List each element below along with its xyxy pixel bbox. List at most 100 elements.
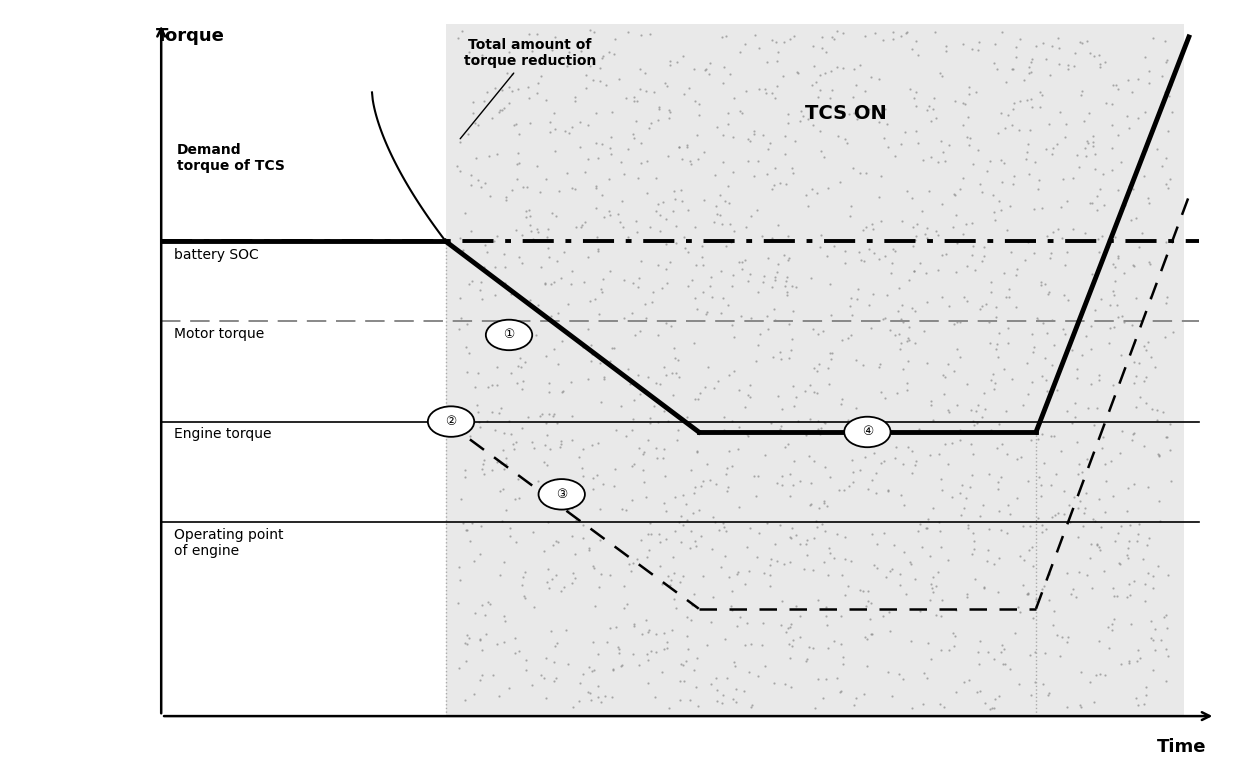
Point: [663, 567, 683, 579]
Point: [1158, 569, 1178, 581]
Point: [582, 355, 601, 367]
Point: [516, 211, 536, 223]
Point: [1099, 336, 1118, 349]
Circle shape: [538, 479, 585, 510]
Point: [629, 659, 649, 671]
Point: [890, 30, 910, 42]
Point: [676, 655, 696, 668]
Point: [1038, 689, 1058, 701]
Point: [684, 336, 704, 349]
Point: [714, 521, 734, 533]
Point: [711, 306, 730, 319]
Point: [507, 157, 527, 169]
Point: [861, 321, 880, 333]
Point: [1128, 644, 1148, 656]
Point: [779, 253, 799, 265]
Point: [944, 188, 963, 200]
Point: [604, 664, 624, 676]
Point: [821, 353, 841, 365]
Point: [831, 638, 851, 651]
Point: [651, 377, 671, 390]
Point: [1018, 388, 1038, 400]
Point: [677, 631, 697, 643]
Point: [714, 410, 734, 423]
Point: [1054, 507, 1074, 520]
Point: [1025, 676, 1045, 688]
Point: [1065, 490, 1085, 503]
Point: [650, 209, 670, 222]
Point: [921, 115, 941, 127]
Point: [988, 326, 1008, 339]
Point: [975, 249, 994, 262]
Point: [1054, 323, 1074, 336]
Point: [930, 524, 950, 537]
Point: [605, 463, 625, 475]
Point: [496, 452, 516, 464]
Point: [1101, 455, 1121, 467]
Point: [1073, 37, 1092, 49]
Point: [657, 79, 677, 92]
Point: [601, 131, 621, 143]
Point: [786, 601, 806, 613]
Point: [853, 255, 873, 267]
Point: [745, 490, 765, 502]
Point: [520, 92, 539, 104]
Point: [906, 230, 926, 243]
Point: [554, 581, 574, 594]
Point: [765, 162, 785, 174]
Point: [637, 648, 657, 660]
Point: [666, 367, 686, 380]
Point: [765, 271, 785, 283]
Point: [954, 228, 973, 240]
Point: [849, 464, 869, 476]
Point: [931, 70, 951, 82]
Point: [1079, 137, 1099, 149]
Point: [713, 292, 733, 304]
Point: [503, 437, 523, 450]
Point: [742, 312, 761, 324]
Point: [512, 383, 532, 395]
Point: [1047, 383, 1066, 396]
Text: ④: ④: [862, 426, 873, 438]
Point: [534, 456, 554, 468]
Point: [919, 100, 939, 112]
Point: [801, 273, 821, 285]
Point: [688, 393, 708, 405]
Point: [1109, 252, 1128, 264]
Point: [1075, 142, 1095, 154]
Point: [890, 568, 910, 581]
Point: [1136, 370, 1156, 383]
Point: [775, 149, 795, 161]
Point: [1154, 85, 1174, 98]
Point: [827, 671, 847, 684]
Point: [1120, 535, 1140, 547]
Point: [459, 46, 479, 59]
Point: [474, 458, 494, 470]
Point: [928, 156, 947, 169]
Point: [786, 391, 806, 403]
Point: [487, 456, 507, 468]
Point: [450, 136, 470, 148]
Point: [880, 625, 900, 638]
Point: [622, 494, 642, 507]
Point: [553, 386, 573, 398]
Point: [782, 521, 802, 534]
Point: [604, 480, 624, 492]
Point: [1092, 229, 1112, 242]
Point: [587, 179, 606, 192]
Point: [697, 63, 717, 75]
Point: [1032, 526, 1052, 538]
Point: [934, 701, 954, 714]
Point: [759, 323, 779, 336]
Point: [883, 26, 903, 38]
Point: [461, 179, 481, 191]
Point: [1076, 330, 1096, 342]
Point: [728, 566, 748, 578]
Point: [671, 510, 691, 522]
Point: [1002, 373, 1022, 385]
Point: [1013, 579, 1033, 591]
Point: [853, 584, 873, 597]
Point: [1052, 201, 1071, 213]
Point: [873, 313, 893, 325]
Point: [1116, 199, 1136, 211]
